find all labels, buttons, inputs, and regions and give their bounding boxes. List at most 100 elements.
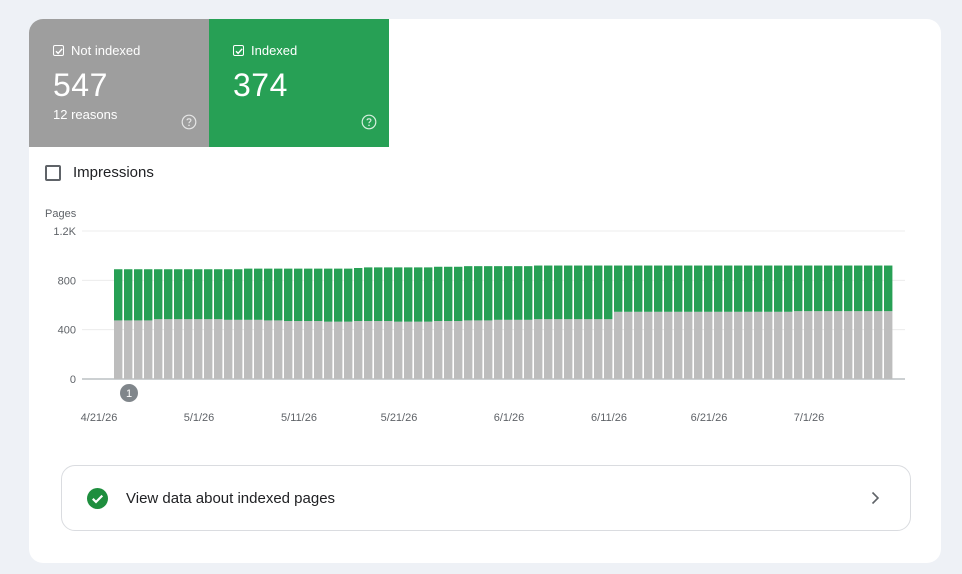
bar-indexed [624,265,633,312]
bar-indexed [714,265,723,312]
bar-indexed [484,266,493,321]
bar-not-indexed [544,319,553,379]
bar-indexed [174,269,183,320]
bar-not-indexed [194,319,203,379]
bar-not-indexed [854,311,863,379]
bar-not-indexed [764,311,773,379]
bar-indexed [384,267,393,322]
annotation-marker [120,384,138,402]
bar-not-indexed [444,321,453,379]
bar-not-indexed [484,320,493,379]
bar-indexed [294,268,303,322]
bar-not-indexed [754,311,763,379]
bar-not-indexed [614,311,623,379]
bar-indexed [634,265,643,312]
bar-not-indexed [574,319,583,379]
indexed-header: Indexed [233,43,297,58]
indexed-count: 374 [233,67,288,103]
bar-not-indexed [424,321,433,379]
bar-not-indexed [134,320,143,379]
bar-not-indexed [834,311,843,379]
bar-indexed [524,266,533,320]
bar-not-indexed [334,321,343,379]
bar-indexed [354,268,363,322]
bar-not-indexed [684,311,693,379]
bar-not-indexed [454,321,463,379]
bar-not-indexed [644,311,653,379]
bar-not-indexed [844,311,853,379]
bar-indexed [614,265,623,312]
checkbox-icon[interactable] [53,45,64,56]
view-indexed-pages-link[interactable]: View data about indexed pages [61,465,911,531]
bar-indexed [784,265,793,312]
bar-not-indexed [504,319,513,379]
bar-not-indexed [144,320,153,379]
bar-indexed [824,265,833,312]
bar-indexed [884,265,893,312]
impressions-checkbox[interactable] [45,164,61,181]
bar-not-indexed [124,320,133,379]
bar-indexed [404,267,413,322]
bar-not-indexed [264,320,273,379]
bar-indexed [774,265,783,312]
bar-indexed [694,265,703,312]
bar-not-indexed [704,311,713,379]
bar-not-indexed [394,321,403,379]
bar-indexed [124,269,133,321]
bar-indexed [374,267,383,322]
bar-indexed [224,269,233,320]
not-indexed-tile[interactable]: Not indexed 547 12 reasons [29,19,209,147]
help-icon[interactable] [361,114,377,135]
x-tick-label: 6/21/26 [691,412,728,424]
x-tick-label: 5/11/26 [281,412,317,424]
bar-indexed [214,269,223,320]
bar-indexed [254,268,263,320]
impressions-toggle[interactable]: Impressions [45,164,154,181]
bar-indexed [514,266,523,320]
x-tick-label: 6/11/26 [591,412,627,424]
bar-not-indexed [654,311,663,379]
bar-indexed [114,269,123,321]
bar-indexed [564,265,573,320]
bar-indexed [704,265,713,312]
bar-not-indexed [594,319,603,379]
bar-not-indexed [404,321,413,379]
x-tick-label: 7/1/26 [794,412,825,424]
bar-not-indexed [214,319,223,379]
y-tick-label: 800 [58,275,76,287]
bar-indexed [194,269,203,320]
bar-indexed [334,268,343,322]
bar-indexed [204,269,213,320]
bar-indexed [724,265,733,312]
bar-not-indexed [584,319,593,379]
bar-not-indexed [374,321,383,379]
bar-not-indexed [494,319,503,379]
bar-not-indexed [784,311,793,379]
bar-indexed [494,266,503,320]
bar-not-indexed [314,321,323,379]
chevron-right-icon [871,491,880,505]
bar-indexed [244,268,253,320]
bar-not-indexed [634,311,643,379]
bar-not-indexed [254,319,263,379]
bar-not-indexed [884,311,893,379]
view-indexed-pages-label: View data about indexed pages [126,489,336,507]
bar-not-indexed [324,321,333,379]
bar-not-indexed [714,311,723,379]
bar-indexed [814,265,823,312]
help-icon[interactable] [181,114,197,135]
bar-indexed [394,267,403,322]
bar-indexed [164,269,173,320]
bar-indexed [664,265,673,312]
checkbox-icon[interactable] [233,45,244,56]
bar-not-indexed [344,321,353,379]
indexed-tile[interactable]: Indexed 374 [209,19,389,147]
bar-indexed [454,266,463,322]
bar-indexed [134,269,143,321]
bar-not-indexed [694,311,703,379]
bar-not-indexed [794,311,803,379]
bar-not-indexed [164,319,173,379]
bar-not-indexed [744,311,753,379]
x-tick-label: 5/1/26 [184,412,215,424]
not-indexed-label: Not indexed [71,43,141,58]
